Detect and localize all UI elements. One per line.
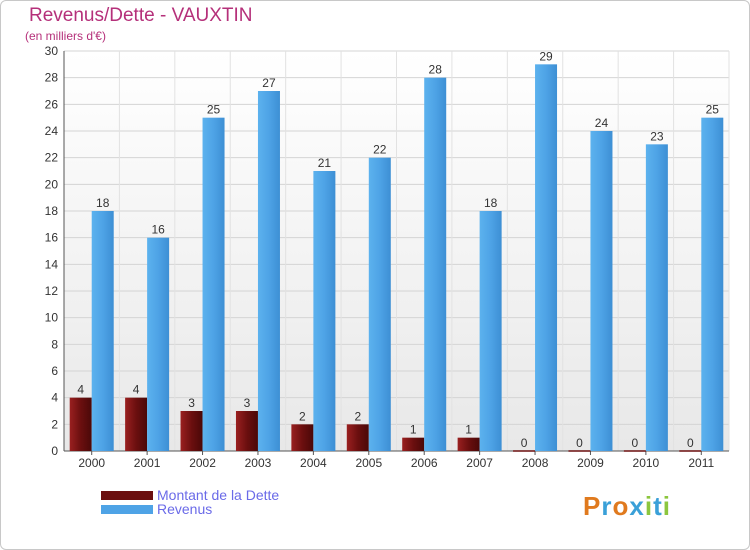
legend-label-debt: Montant de la Dette: [157, 487, 280, 503]
legend-item-revenus: Revenus: [101, 501, 212, 517]
bar-revenus: [479, 211, 502, 451]
data-label: 3: [244, 396, 251, 410]
x-tick-label: 2009: [577, 456, 604, 470]
y-tick-label: 20: [45, 177, 59, 191]
data-label: 22: [373, 143, 387, 157]
x-tick-label: 2008: [522, 456, 549, 470]
data-label: 3: [188, 396, 195, 410]
data-label: 2: [354, 409, 361, 423]
x-tick-label: 2003: [245, 456, 272, 470]
bar-revenus: [313, 171, 336, 451]
data-label: 25: [207, 103, 221, 117]
data-label: 0: [632, 436, 639, 450]
y-tick-label: 6: [51, 364, 58, 378]
bar-revenus: [424, 77, 447, 452]
data-label: 24: [595, 116, 609, 130]
y-tick-label: 2: [51, 417, 58, 431]
data-label: 1: [410, 423, 417, 437]
legend-swatch-debt: [101, 490, 153, 500]
y-tick-label: 28: [45, 71, 59, 85]
bar-revenus: [368, 157, 391, 451]
data-label: 0: [521, 436, 528, 450]
y-tick-label: 30: [45, 44, 59, 58]
legend-item-debt: Montant de la Dette: [101, 487, 279, 503]
data-label: 0: [687, 436, 694, 450]
bar-debt: [291, 424, 314, 451]
data-label: 29: [539, 49, 553, 63]
chart-title: Revenus/Dette - VAUXTIN: [29, 5, 253, 26]
data-label: 4: [133, 383, 140, 397]
bar-debt: [457, 437, 480, 451]
data-label: 2: [299, 409, 306, 423]
x-tick-label: 2000: [78, 456, 105, 470]
data-label: 18: [484, 196, 498, 210]
y-tick-label: 16: [45, 231, 59, 245]
legend-swatch-revenus: [101, 504, 153, 514]
y-tick-label: 14: [45, 257, 59, 271]
x-tick-label: 2011: [688, 456, 714, 470]
legend-label-revenus: Revenus: [157, 501, 213, 517]
bar-revenus: [202, 117, 225, 452]
data-label: 18: [96, 196, 110, 210]
x-tick-label: 2002: [189, 456, 216, 470]
data-label: 0: [576, 436, 583, 450]
bar-revenus: [701, 117, 724, 452]
logo-letter: r: [601, 491, 613, 521]
bar-debt: [346, 424, 369, 451]
y-tick-label: 8: [51, 337, 58, 351]
data-label: 27: [262, 76, 276, 90]
y-tick-label: 26: [45, 97, 59, 111]
bar-debt: [180, 411, 203, 451]
x-tick-label: 2001: [134, 456, 161, 470]
bar-debt: [69, 397, 92, 451]
data-label: 28: [429, 63, 443, 77]
bar-revenus: [535, 64, 558, 452]
x-tick-label: 2005: [355, 456, 382, 470]
y-tick-label: 4: [51, 391, 58, 405]
y-tick-label: 12: [45, 284, 59, 298]
logo-letter: t: [653, 491, 663, 521]
y-tick-label: 22: [45, 151, 59, 165]
logo-letter: x: [629, 491, 645, 521]
bar-debt: [402, 437, 425, 451]
x-tick-label: 2010: [633, 456, 660, 470]
data-label: 21: [318, 156, 332, 170]
data-label: 4: [77, 383, 84, 397]
y-tick-label: 24: [45, 124, 59, 138]
logo-letter: P: [583, 491, 602, 521]
y-tick-label: 18: [45, 204, 59, 218]
data-label: 23: [650, 129, 664, 143]
data-label: 25: [706, 103, 720, 117]
bar-revenus: [147, 237, 170, 451]
x-tick-label: 2007: [466, 456, 493, 470]
x-tick-label: 2004: [300, 456, 327, 470]
logo-letter: i: [662, 491, 671, 521]
bar-revenus: [91, 211, 114, 451]
bar-revenus: [257, 91, 280, 451]
bar-revenus: [645, 144, 668, 452]
data-label: 1: [465, 423, 472, 437]
bar-revenus: [590, 131, 613, 451]
y-tick-label: 0: [51, 444, 58, 458]
x-tick-label: 2006: [411, 456, 438, 470]
chart-subtitle: (en milliers d'€): [25, 29, 106, 43]
logo-letter: o: [612, 491, 630, 521]
bar-debt: [125, 397, 148, 451]
y-tick-label: 10: [45, 311, 59, 325]
data-label: 16: [151, 223, 165, 237]
logo-letter: i: [644, 491, 654, 521]
bar-debt: [235, 411, 258, 451]
proxiti-logo: Proxiti: [583, 491, 671, 522]
